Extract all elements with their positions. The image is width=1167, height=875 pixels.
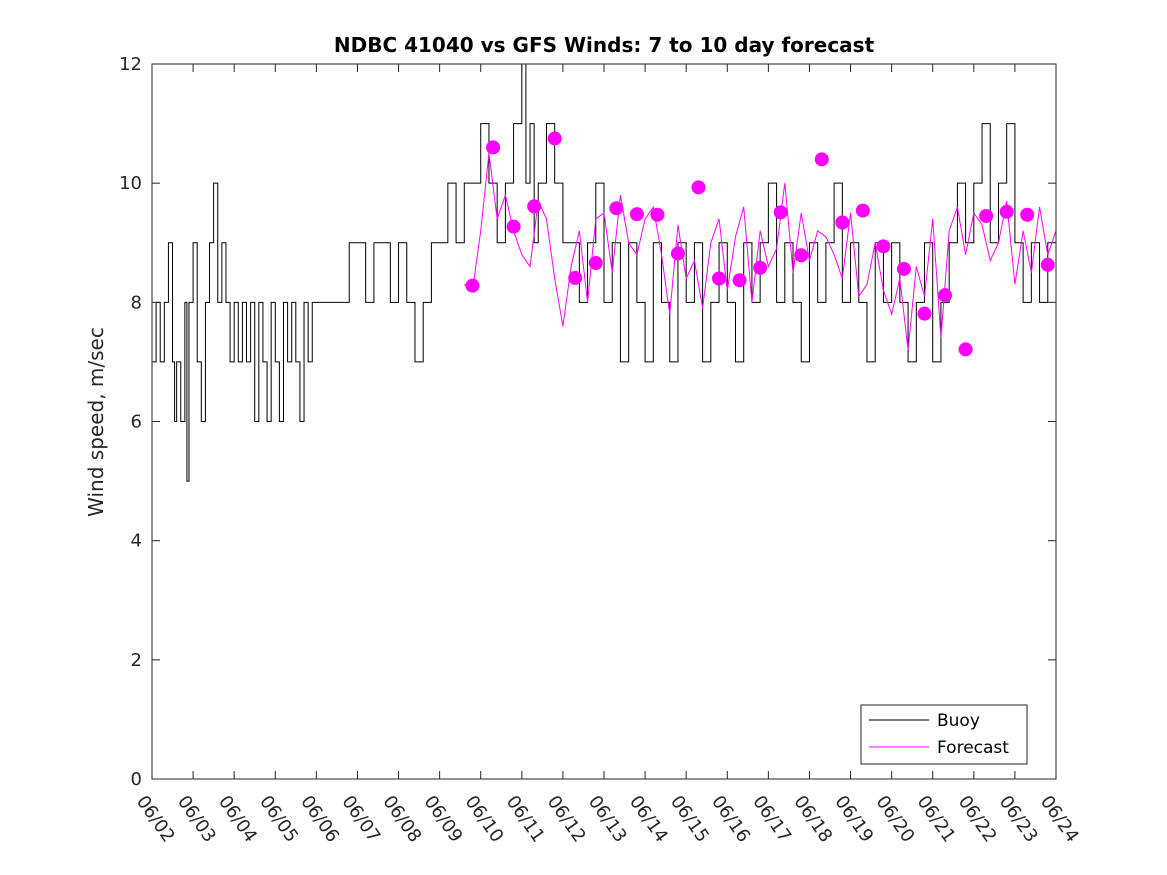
x-tick-label: 06/02 <box>132 792 179 847</box>
x-tick-label: 06/16 <box>707 792 754 847</box>
forecast-marker <box>465 278 480 293</box>
forecast-marker <box>670 246 685 261</box>
x-tick-label: 06/17 <box>748 792 795 847</box>
forecast-marker <box>855 203 870 218</box>
x-tick-label: 06/05 <box>255 792 302 847</box>
x-tick-label: 06/14 <box>625 792 672 847</box>
x-tick-label: 06/13 <box>584 792 631 847</box>
y-tick-label: 0 <box>131 769 142 790</box>
x-tick-label: 06/07 <box>337 792 384 847</box>
forecast-marker <box>876 239 891 254</box>
forecast-marker <box>732 273 747 288</box>
forecast-marker <box>794 248 809 263</box>
forecast-marker <box>814 152 829 167</box>
forecast-marker <box>486 140 501 155</box>
legend: Buoy Forecast <box>860 704 1028 765</box>
y-tick-label: 6 <box>131 412 142 433</box>
legend-forecast-label: Forecast <box>937 738 1009 758</box>
forecast-marker <box>629 207 644 222</box>
forecast-marker <box>773 205 788 220</box>
x-tick-label: 06/21 <box>913 792 960 847</box>
forecast-marker <box>568 270 583 285</box>
forecast-marker <box>527 199 542 214</box>
forecast-marker <box>712 271 727 286</box>
forecast-marker <box>979 208 994 223</box>
forecast-marker <box>1040 257 1055 272</box>
forecast-marker <box>609 201 624 216</box>
forecast-marker <box>588 256 603 271</box>
y-axis-label: Wind speed, m/sec <box>84 327 108 517</box>
forecast-marker <box>650 207 665 222</box>
forecast-marker <box>547 131 562 146</box>
x-tick-label: 06/22 <box>954 792 1001 847</box>
x-tick-label: 06/08 <box>378 792 425 847</box>
x-tick-label: 06/24 <box>1036 792 1083 847</box>
forecast-marker <box>506 219 521 234</box>
forecast-marker <box>1020 207 1035 222</box>
y-tick-label: 10 <box>119 173 142 194</box>
x-tick-label: 06/19 <box>830 792 877 847</box>
x-tick-label: 06/12 <box>543 792 590 847</box>
x-tick-label: 06/04 <box>214 792 261 847</box>
forecast-marker <box>835 215 850 230</box>
x-tick-label: 06/18 <box>789 792 836 847</box>
legend-box <box>860 704 1028 765</box>
chart-title: NDBC 41040 vs GFS Winds: 7 to 10 day for… <box>334 33 875 57</box>
x-tick-label: 06/15 <box>666 792 713 847</box>
x-tick-label: 06/06 <box>296 792 343 847</box>
forecast-marker <box>753 260 768 275</box>
legend-buoy-label: Buoy <box>937 711 980 731</box>
plot-area <box>152 64 1056 779</box>
forecast-marker <box>896 261 911 276</box>
x-tick-label: 06/11 <box>502 792 549 847</box>
forecast-marker <box>999 204 1014 219</box>
x-tick-label: 06/20 <box>872 792 919 847</box>
y-tick-label: 12 <box>119 54 142 75</box>
forecast-marker <box>958 342 973 357</box>
forecast-marker <box>917 306 932 321</box>
series-forecast-line <box>463 153 1057 351</box>
marker-layer <box>465 131 1055 357</box>
x-tick-label: 06/23 <box>995 792 1042 847</box>
x-tick-label: 06/10 <box>461 792 508 847</box>
x-tick-label: 06/03 <box>173 792 220 847</box>
y-tick-label: 2 <box>131 650 142 671</box>
forecast-marker <box>691 180 706 195</box>
x-tick-label: 06/09 <box>420 792 467 847</box>
forecast-marker <box>938 288 953 303</box>
y-tick-label: 4 <box>131 531 142 552</box>
y-tick-label: 8 <box>131 292 142 313</box>
